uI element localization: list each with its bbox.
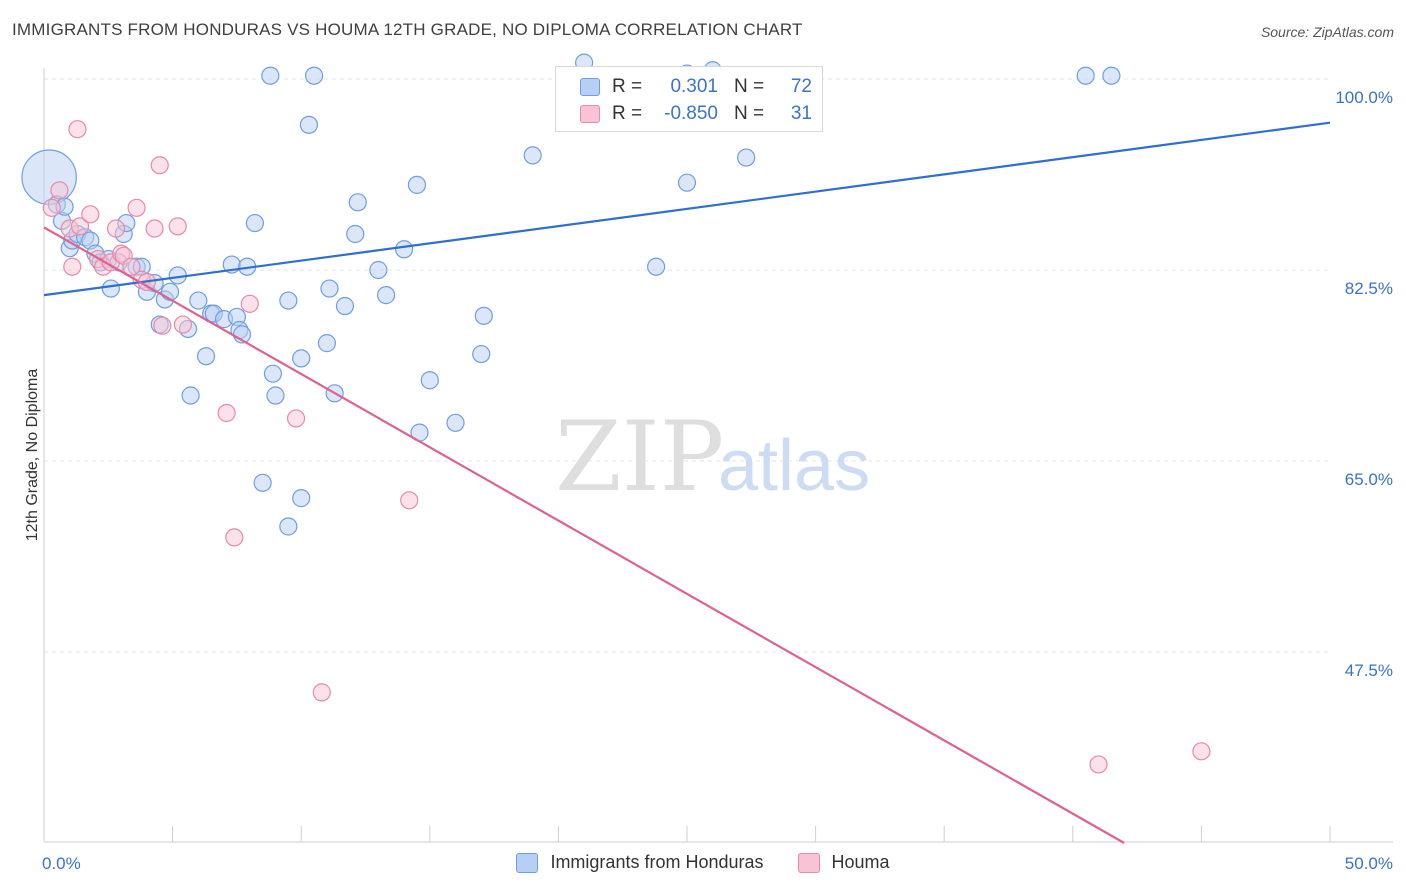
r-label: R = — [612, 76, 643, 97]
honduras-point — [335, 296, 355, 316]
houma-point — [70, 217, 90, 236]
honduras-point — [376, 286, 396, 305]
legend-label-honduras: Immigrants from Honduras — [550, 852, 764, 872]
watermark-zip: ZIP — [555, 401, 724, 513]
honduras-swatch — [516, 852, 539, 873]
y-tick-label: 65.0% — [1345, 470, 1393, 489]
houma-point — [240, 294, 259, 313]
houma-point — [312, 683, 331, 702]
honduras-point — [346, 224, 365, 244]
honduras-point — [21, 149, 77, 206]
r-label: R = — [612, 103, 643, 124]
houma-point — [168, 217, 187, 236]
honduras-point — [304, 66, 324, 85]
houma-point — [50, 181, 69, 200]
watermark-atlas: atlas — [718, 426, 870, 506]
honduras-point — [292, 349, 311, 368]
houma-point — [1089, 755, 1108, 774]
houma-point — [173, 315, 192, 334]
houma-swatch — [797, 852, 820, 873]
y-tick-label: 82.5% — [1345, 279, 1393, 298]
honduras-point — [101, 279, 120, 298]
honduras-point — [1102, 66, 1121, 85]
houma-point — [106, 219, 126, 238]
source-label: Source: ZipAtlas.com — [1260, 24, 1394, 40]
houma-point — [122, 257, 141, 276]
houma-point — [150, 156, 169, 175]
houma-point — [217, 403, 236, 423]
legend-item-houma[interactable]: Houma — [797, 852, 890, 873]
honduras-point — [348, 193, 367, 212]
houma-point — [145, 219, 164, 238]
n-value: 72 — [790, 76, 812, 97]
honduras-point — [317, 334, 337, 353]
honduras-swatch — [580, 78, 600, 96]
honduras-trend-line — [43, 121, 1331, 297]
houma-point — [400, 491, 419, 510]
honduras-point — [181, 386, 200, 405]
houma-point — [153, 316, 172, 335]
legend-label-houma: Houma — [831, 852, 890, 872]
honduras-point — [407, 175, 427, 194]
chart-title: IMMIGRANTS FROM HONDURAS VS HOUMA 12TH G… — [12, 20, 803, 39]
honduras-point — [253, 473, 272, 492]
honduras-point — [474, 306, 493, 325]
houma-point — [1192, 742, 1211, 761]
series-houma-points — [42, 120, 1211, 774]
x-tick-label: 0.0% — [42, 854, 81, 873]
houma-point — [81, 205, 100, 224]
houma-point — [225, 528, 244, 547]
honduras-point — [279, 291, 298, 310]
stats-legend: R = 0.301 N = 72 R = -0.850 N = 31 — [555, 66, 823, 132]
watermark: ZIP atlas — [555, 401, 870, 513]
honduras-point — [263, 364, 283, 383]
tick-labels: 47.5% 65.0% 82.5% 100.0% 0.0% 50.0% — [42, 88, 1393, 873]
n-label: N = — [734, 76, 765, 97]
grid-lines — [44, 78, 1330, 653]
houma-swatch — [580, 105, 600, 123]
houma-point — [42, 198, 61, 217]
houma-point — [286, 409, 306, 428]
series-legend: Immigrants from Honduras Houma — [0, 852, 1406, 873]
honduras-point — [299, 115, 319, 134]
legend-item-honduras[interactable]: Immigrants from Honduras — [516, 852, 764, 873]
y-tick-label: 47.5% — [1345, 661, 1393, 680]
honduras-point — [647, 257, 666, 276]
honduras-point — [394, 240, 414, 259]
houma-point — [68, 120, 87, 139]
honduras-point — [266, 386, 285, 405]
honduras-point — [196, 347, 216, 366]
n-label: N = — [734, 103, 765, 124]
honduras-point — [279, 517, 298, 536]
honduras-point — [245, 213, 265, 233]
stats-row-honduras: R = 0.301 N = 72 — [580, 74, 812, 100]
honduras-point — [420, 371, 439, 390]
honduras-point — [523, 146, 542, 165]
honduras-point — [292, 489, 311, 508]
honduras-point — [1076, 66, 1095, 85]
houma-point — [127, 198, 146, 217]
honduras-point — [472, 344, 491, 364]
r-value: -0.850 — [664, 103, 718, 124]
honduras-point — [677, 173, 697, 192]
stats-row-houma: R = -0.850 N = 31 — [580, 101, 812, 127]
x-tick-label: 50.0% — [1345, 854, 1393, 873]
houma-point — [63, 257, 82, 276]
honduras-point — [446, 413, 465, 432]
honduras-point — [369, 260, 388, 280]
honduras-point — [189, 291, 208, 310]
honduras-point — [737, 148, 756, 167]
r-value: 0.301 — [670, 76, 718, 97]
trend-lines — [43, 121, 1331, 844]
honduras-point — [160, 282, 180, 301]
n-value: 31 — [790, 103, 812, 124]
houma-trend-line — [43, 226, 1125, 844]
honduras-point — [320, 279, 339, 298]
honduras-point — [261, 66, 280, 85]
y-tick-label: 100.0% — [1335, 88, 1393, 107]
